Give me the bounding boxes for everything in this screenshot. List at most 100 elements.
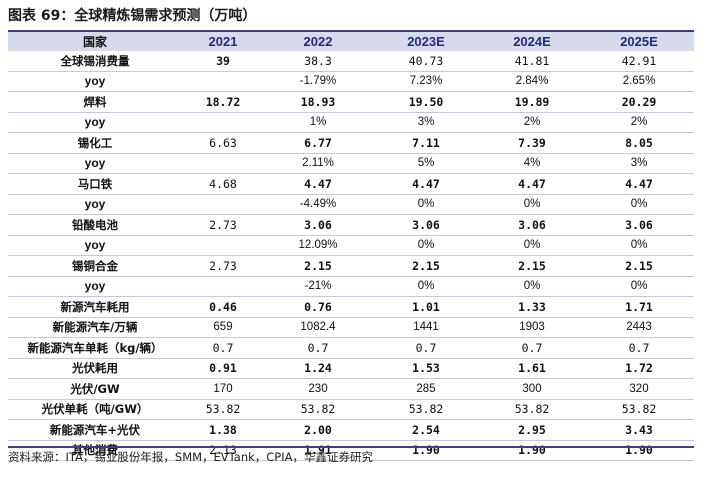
row-label: 锡铜合金 bbox=[72, 258, 118, 273]
figure-title: 图表 69：全球精炼锡需求预测（万吨） bbox=[8, 8, 257, 24]
table-cell bbox=[182, 153, 264, 174]
header-cell-country: 国家 bbox=[8, 32, 182, 51]
table-row: 新能源汽车单耗（kg/辆） 0.7 0.7 0.7 0.7 0.7 bbox=[8, 338, 694, 358]
row-label: 马口铁 bbox=[77, 176, 113, 191]
table-cell: 0% bbox=[417, 239, 435, 252]
table-cell: 20.29 bbox=[621, 94, 657, 109]
header-row: 国家 2021 2022 2023E 2024E 2025E bbox=[8, 32, 694, 51]
table-body: 全球锡消费量 39 38.3 40.73 41.81 42.91 yoy -1.79% 7.23… bbox=[8, 51, 694, 461]
table-cell: 2.15 bbox=[518, 258, 546, 273]
table-cell: 0.46 bbox=[209, 299, 237, 314]
table-cell: 41.81 bbox=[514, 53, 550, 68]
table-cell: 40.73 bbox=[408, 53, 444, 68]
table-cell: 1082.4 bbox=[300, 321, 336, 334]
table-cell: 0.7 bbox=[628, 340, 650, 355]
header-cell-2021: 2021 bbox=[182, 32, 264, 51]
table-cell: 0% bbox=[417, 280, 435, 293]
table-cell: 170 bbox=[213, 382, 233, 395]
table-row: yoy -21% 0% 0% 0% bbox=[8, 276, 694, 297]
table-cell: 53.82 bbox=[514, 402, 550, 417]
table-cell: 7.39 bbox=[518, 135, 546, 150]
table-cell: 0% bbox=[523, 239, 541, 252]
source-note: 资料来源：ITA，锡业股份年报，SMM，EVTank，CPIA，华鑫证券研究 bbox=[8, 450, 374, 464]
table-row: 光伏耗用 0.91 1.24 1.53 1.61 1.72 bbox=[8, 358, 694, 379]
row-label: 光伏/GW bbox=[70, 381, 120, 396]
table-cell: 0.7 bbox=[415, 340, 437, 355]
table-cell: 1903 bbox=[519, 321, 545, 334]
table-cell: 4.47 bbox=[304, 176, 332, 191]
row-label: 新能源汽车单耗（kg/辆） bbox=[27, 340, 163, 355]
table-row: yoy 2.11% 5% 4% 3% bbox=[8, 153, 694, 174]
table-cell bbox=[182, 235, 264, 256]
table-row: 新能源汽车+光伏 1.38 2.00 2.54 2.95 3.43 bbox=[8, 420, 694, 440]
table-row: 锡铜合金 2.73 2.15 2.15 2.15 2.15 bbox=[8, 256, 694, 276]
table-cell: 0% bbox=[523, 198, 541, 211]
demand-forecast-table: 国家 2021 2022 2023E 2024E 2025E 全球锡消费量 39 3… bbox=[8, 32, 694, 461]
table-cell: 2.15 bbox=[412, 258, 440, 273]
table-cell: 3.06 bbox=[412, 217, 440, 232]
header-cell-2025e: 2025E bbox=[584, 32, 694, 51]
table-row: 锡化工 6.63 6.77 7.11 7.39 8.05 bbox=[8, 133, 694, 153]
table-cell: 39 bbox=[216, 53, 230, 68]
table-cell: 18.93 bbox=[300, 94, 336, 109]
table-cell bbox=[182, 194, 264, 215]
bottom-rule bbox=[8, 446, 694, 448]
table-cell: 0.7 bbox=[521, 340, 543, 355]
table-cell: -4.49% bbox=[299, 198, 337, 211]
row-label: yoy bbox=[84, 115, 106, 130]
table-cell: 1.90 bbox=[518, 443, 546, 458]
table-cell: 38.3 bbox=[304, 53, 332, 68]
table-cell: 1.24 bbox=[304, 361, 332, 376]
table-cell: 7.11 bbox=[412, 135, 440, 150]
table-cell: 2.73 bbox=[209, 258, 237, 273]
table-cell: 1.90 bbox=[412, 443, 440, 458]
table-cell: 0% bbox=[523, 280, 541, 293]
table-cell bbox=[182, 112, 264, 133]
row-label: yoy bbox=[84, 279, 106, 294]
table-cell: 1% bbox=[309, 116, 327, 129]
table-cell: 230 bbox=[308, 382, 328, 395]
table-cell: 1.38 bbox=[209, 422, 237, 437]
header-cell-2024e: 2024E bbox=[480, 32, 584, 51]
table-cell: 2% bbox=[630, 116, 648, 129]
table-cell: 0% bbox=[630, 239, 648, 252]
table-cell: 18.72 bbox=[205, 94, 241, 109]
row-label: 新能源汽车+光伏 bbox=[49, 422, 141, 437]
table-cell: 4.47 bbox=[518, 176, 546, 191]
table-cell: 42.91 bbox=[621, 53, 657, 68]
table-cell: 4.68 bbox=[209, 176, 237, 191]
table-row: 新源汽车耗用 0.46 0.76 1.01 1.33 1.71 bbox=[8, 297, 694, 317]
table-cell: 53.82 bbox=[300, 402, 336, 417]
table-cell: 2.95 bbox=[518, 422, 546, 437]
table-cell: 1.71 bbox=[625, 299, 653, 314]
table-cell bbox=[182, 71, 264, 92]
table-cell: 2.11% bbox=[302, 157, 334, 170]
table-cell: 320 bbox=[629, 382, 649, 395]
table-cell: 19.50 bbox=[408, 94, 444, 109]
table-cell: 4% bbox=[523, 157, 541, 170]
table-cell: -21% bbox=[304, 280, 332, 293]
table-row: 铅酸电池 2.73 3.06 3.06 3.06 3.06 bbox=[8, 215, 694, 235]
table-cell: 5% bbox=[417, 157, 435, 170]
table-row: 马口铁 4.68 4.47 4.47 4.47 4.47 bbox=[8, 174, 694, 194]
row-label: 全球锡消费量 bbox=[60, 53, 130, 68]
table-cell: 8.05 bbox=[625, 135, 653, 150]
row-label: yoy bbox=[84, 238, 106, 253]
table-cell: 2.84% bbox=[515, 75, 549, 88]
table-cell: 12.09% bbox=[298, 239, 338, 252]
table-row: yoy 1% 3% 2% 2% bbox=[8, 112, 694, 133]
table-cell: 0% bbox=[630, 198, 648, 211]
row-label: 铅酸电池 bbox=[72, 217, 118, 232]
table-cell: 0% bbox=[417, 198, 435, 211]
table-cell: 1441 bbox=[413, 321, 439, 334]
table-cell: 2.54 bbox=[412, 422, 440, 437]
table-cell: 285 bbox=[416, 382, 436, 395]
table-cell bbox=[182, 276, 264, 297]
row-label: yoy bbox=[84, 74, 106, 89]
table-cell: -1.79% bbox=[299, 75, 337, 88]
table-cell: 0.7 bbox=[307, 340, 329, 355]
row-label: 新源汽车耗用 bbox=[60, 299, 130, 314]
table-cell: 1.90 bbox=[625, 443, 653, 458]
table-cell: 53.82 bbox=[621, 402, 657, 417]
table-cell: 1.01 bbox=[412, 299, 440, 314]
